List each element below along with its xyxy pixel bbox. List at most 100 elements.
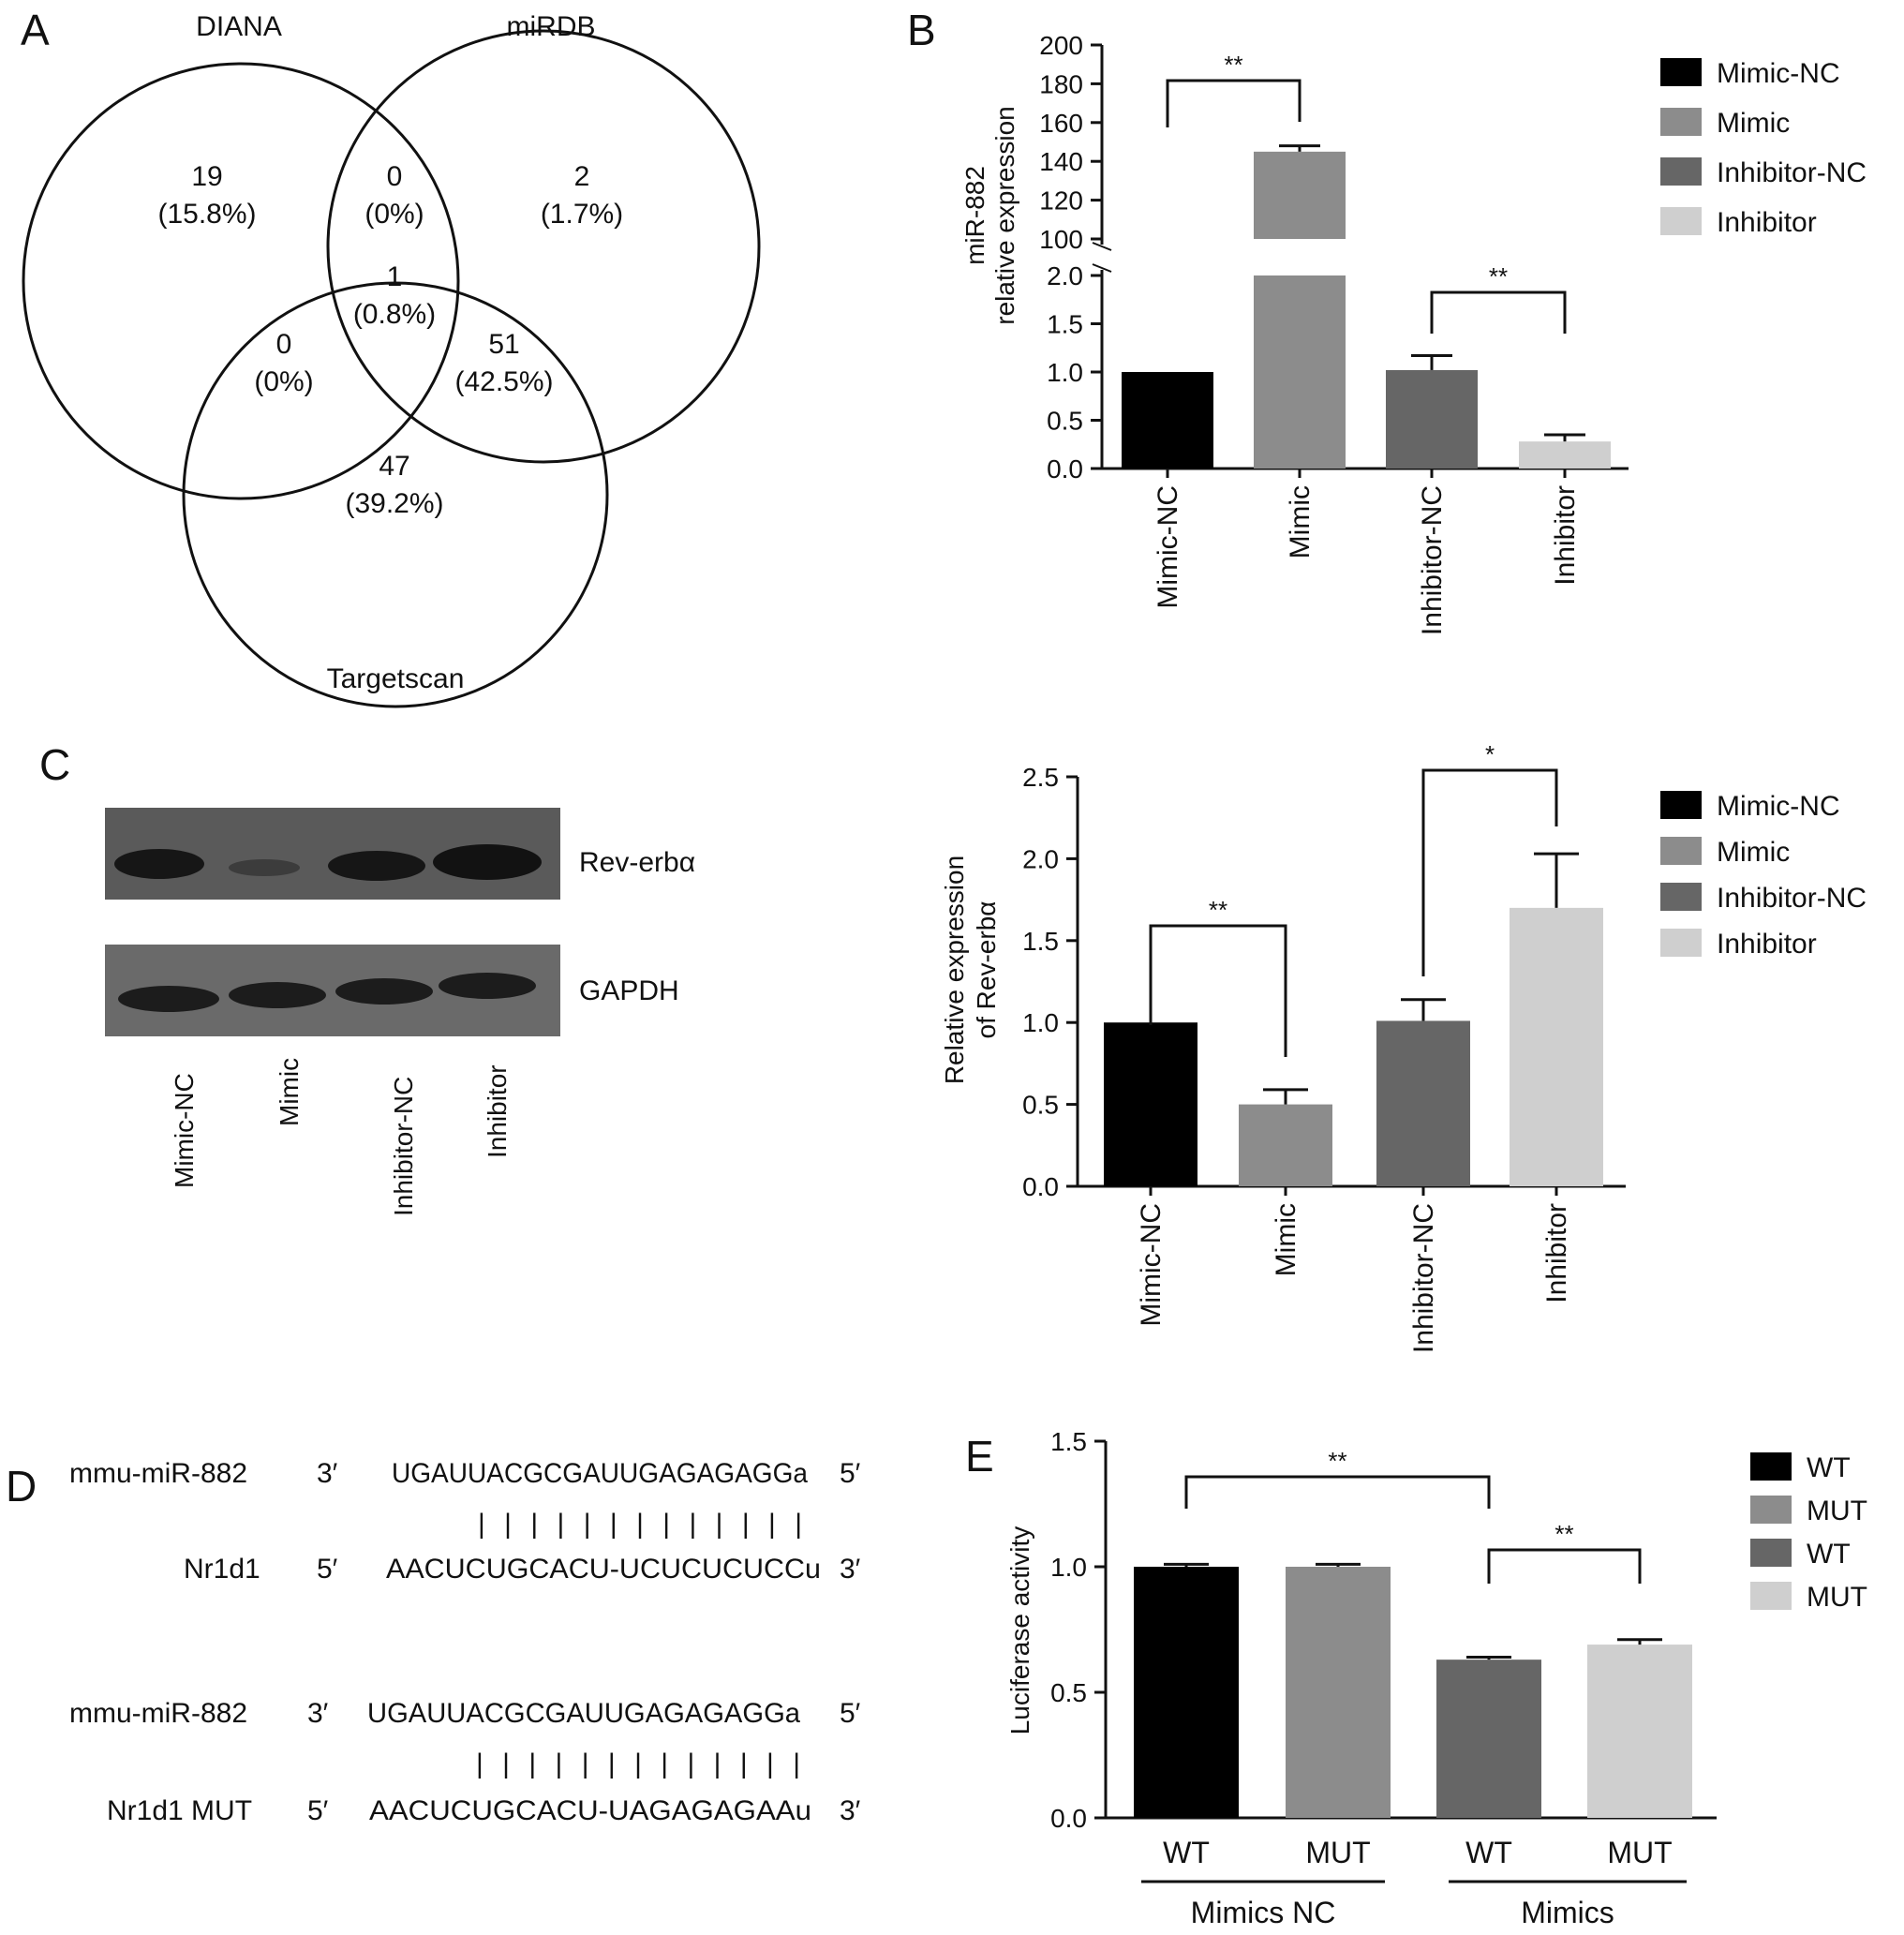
venn-label-mirdb: miRDB [507, 11, 596, 42]
venn-pct-diana-targetscan: (0%) [254, 366, 313, 397]
blot-band-gapdh-lane2 [229, 982, 326, 1008]
chart-b-legend-swatch-3 [1660, 157, 1702, 186]
alignment-2-top-seq: UGAUUACGCGAUUGAGAGAGGa [367, 1698, 800, 1729]
chart-c-legend-label-1: Mimic-NC [1717, 791, 1840, 822]
chart-b-legend-label-2: Mimic [1717, 108, 1790, 139]
chart-e-ylabel: Luciferase activity [1005, 1526, 1034, 1735]
chart-c-legend-swatch-4 [1660, 929, 1702, 957]
blot-label-rev-erba: Rev-erbα [579, 847, 695, 878]
chart-e-legend-label-1: WT [1807, 1452, 1851, 1483]
chart-b-legend-swatch-1 [1660, 58, 1702, 86]
alignment-2: mmu-miR-882 3′ UGAUUACGCGAUUGAGAGAGGa 5′… [69, 1698, 861, 1826]
chart-b-ytick-label-upper-3: 140 [1039, 147, 1083, 176]
venn-circle-mirdb [326, 29, 761, 464]
blot-band-rev-erba-lane3 [328, 851, 425, 881]
venn-count-all-three: 1 [387, 261, 403, 292]
chart-e-group-label-2: Mimics [1521, 1896, 1614, 1929]
chart-c-xtick-label-2: Mimic [1271, 1203, 1302, 1276]
blot-band-rev-erba-lane1 [114, 849, 204, 879]
chart-b-sig-1-label: ** [1224, 51, 1242, 79]
chart-b-xtick-label-2: Mimic [1285, 485, 1316, 558]
chart-c-ytick-label-5: 2.0 [1022, 844, 1059, 873]
venn-circle-diana [22, 62, 460, 500]
alignment-2-bottom-seq: AACUCUGCACU-UAGAGAGAAu [369, 1795, 811, 1826]
panel-b: B 0.0 0.5 1.0 1.5 2.0 100 120 140 160 180 200 miR-8… [907, 6, 1867, 635]
chart-e-legend-swatch-4 [1750, 1582, 1792, 1610]
panel-a: A DIANA miRDB Targetscan 19 (15.8%) 0 (0… [21, 6, 761, 708]
blot-band-rev-erba-lane2 [229, 859, 300, 876]
venn-circle-targetscan [182, 281, 609, 708]
chart-e-sig-1-bracket [1184, 1475, 1491, 1509]
chart-c-sig-2-label: * [1485, 740, 1495, 768]
chart-c-bar-1 [1104, 1022, 1197, 1186]
chart-e: 0.0 0.5 1.0 1.5 Luciferase activity WT MUT WT MU… [1005, 1427, 1867, 1929]
alignment-2-bottom-end3: 3′ [840, 1795, 861, 1826]
blot-band-gapdh-lane3 [335, 978, 433, 1005]
blot-lane-label-3: Inhibitor-NC [389, 1077, 418, 1216]
chart-e-ytick-label-2: 0.5 [1050, 1678, 1087, 1707]
chart-e-xtick-label-2: MUT [1305, 1836, 1370, 1869]
chart-c-ytick-label-3: 1.0 [1022, 1008, 1059, 1037]
venn-pct-mirdb-targetscan: (42.5%) [454, 366, 553, 397]
venn-pct-targetscan-only: (39.2%) [345, 488, 443, 519]
chart-b-ytick-label-lower-5: 2.0 [1047, 261, 1083, 290]
chart-e-legend-label-4: MUT [1807, 1582, 1867, 1613]
venn-label-targetscan: Targetscan [327, 663, 465, 694]
venn-label-diana: DIANA [196, 11, 282, 42]
alignment-1: mmu-miR-882 3′ UGAUUACGCGAUUGAGAGAGGa 5′… [69, 1458, 861, 1585]
chart-c-ytick-label-2: 0.5 [1022, 1091, 1059, 1120]
chart-b-legend-swatch-2 [1660, 108, 1702, 136]
venn-count-mirdb-only: 2 [574, 161, 590, 192]
chart-b-legend-label-3: Inhibitor-NC [1717, 157, 1867, 188]
chart-e-xtick-label-3: WT [1465, 1836, 1512, 1869]
chart-c-legend-label-3: Inhibitor-NC [1717, 883, 1867, 914]
alignment-1-pairs: | | | | | | | | | | | | | [478, 1509, 802, 1540]
chart-c-bar-4 [1510, 907, 1603, 1186]
alignment-2-top-name: mmu-miR-882 [69, 1698, 247, 1729]
chart-b: 0.0 0.5 1.0 1.5 2.0 100 120 140 160 180 200 miR-882… [960, 31, 1867, 635]
chart-b-ylabel-line-1: miR-882 [960, 166, 989, 265]
chart-b-break-mark-2 [1092, 263, 1112, 273]
alignment-1-bottom-name: Nr1d1 [184, 1554, 260, 1585]
venn-count-diana-targetscan: 0 [276, 329, 292, 360]
chart-e-xtick-label-1: WT [1163, 1836, 1210, 1869]
chart-b-sig-1-bracket [1166, 79, 1302, 127]
chart-e-bar-2 [1286, 1567, 1391, 1818]
chart-b-ytick-label-lower-3: 1.0 [1047, 358, 1083, 387]
chart-e-legend-swatch-2 [1750, 1496, 1792, 1524]
chart-b-xtick-label-1: Mimic-NC [1153, 485, 1183, 609]
chart-c-legend-label-4: Inhibitor [1717, 929, 1817, 960]
panel-a-letter: A [21, 6, 50, 54]
chart-e-ytick-label-4: 1.5 [1050, 1427, 1087, 1456]
chart-b-ytick-label-upper-2: 120 [1039, 186, 1083, 216]
chart-b-ytick-label-lower-2: 0.5 [1047, 407, 1083, 436]
chart-c-legend-label-2: Mimic [1717, 837, 1790, 868]
venn-count-diana-only: 19 [191, 161, 222, 192]
chart-c-sig-1-label: ** [1209, 896, 1227, 924]
chart-b-sig-2-bracket [1430, 290, 1567, 334]
chart-c-sig-1-bracket [1149, 924, 1287, 1057]
venn-count-diana-mirdb: 0 [387, 161, 403, 192]
chart-b-bar-4 [1519, 441, 1611, 469]
alignment-2-top-end3: 5′ [840, 1698, 861, 1729]
chart-e-bar-1 [1134, 1567, 1239, 1818]
chart-b-ytick-label-lower-4: 1.5 [1047, 310, 1083, 339]
panel-e-letter: E [965, 1432, 994, 1481]
chart-c-xtick-label-3: Inhibitor-NC [1408, 1203, 1439, 1353]
blot-lane-label-4: Inhibitor [483, 1064, 512, 1158]
venn-pct-all-three: (0.8%) [353, 299, 436, 330]
chart-e-sig-2-bracket [1487, 1548, 1642, 1584]
panel-d: D mmu-miR-882 3′ UGAUUACGCGAUUGAGAGAGGa … [6, 1458, 861, 1826]
venn-pct-diana-mirdb: (0%) [364, 199, 424, 230]
alignment-1-top-name: mmu-miR-882 [69, 1458, 247, 1489]
chart-e-legend-label-3: WT [1807, 1539, 1851, 1570]
chart-c-ylabel-line-2: of Rev-erbα [972, 901, 1001, 1039]
panel-c: C Rev-erbα GAPDH Mimic-NC Mimic Inhibito… [39, 740, 1867, 1353]
alignment-2-top-end5: 3′ [307, 1698, 329, 1729]
alignment-1-bottom-seq: AACUCUGCACU-UCUCUCUCCu [386, 1554, 821, 1585]
chart-e-xtick-label-4: MUT [1607, 1836, 1672, 1869]
chart-e-legend-swatch-1 [1750, 1452, 1792, 1481]
chart-b-ytick-label-upper-4: 160 [1039, 109, 1083, 138]
alignment-2-bottom-end5: 5′ [307, 1795, 329, 1826]
chart-b-legend-swatch-4 [1660, 207, 1702, 235]
